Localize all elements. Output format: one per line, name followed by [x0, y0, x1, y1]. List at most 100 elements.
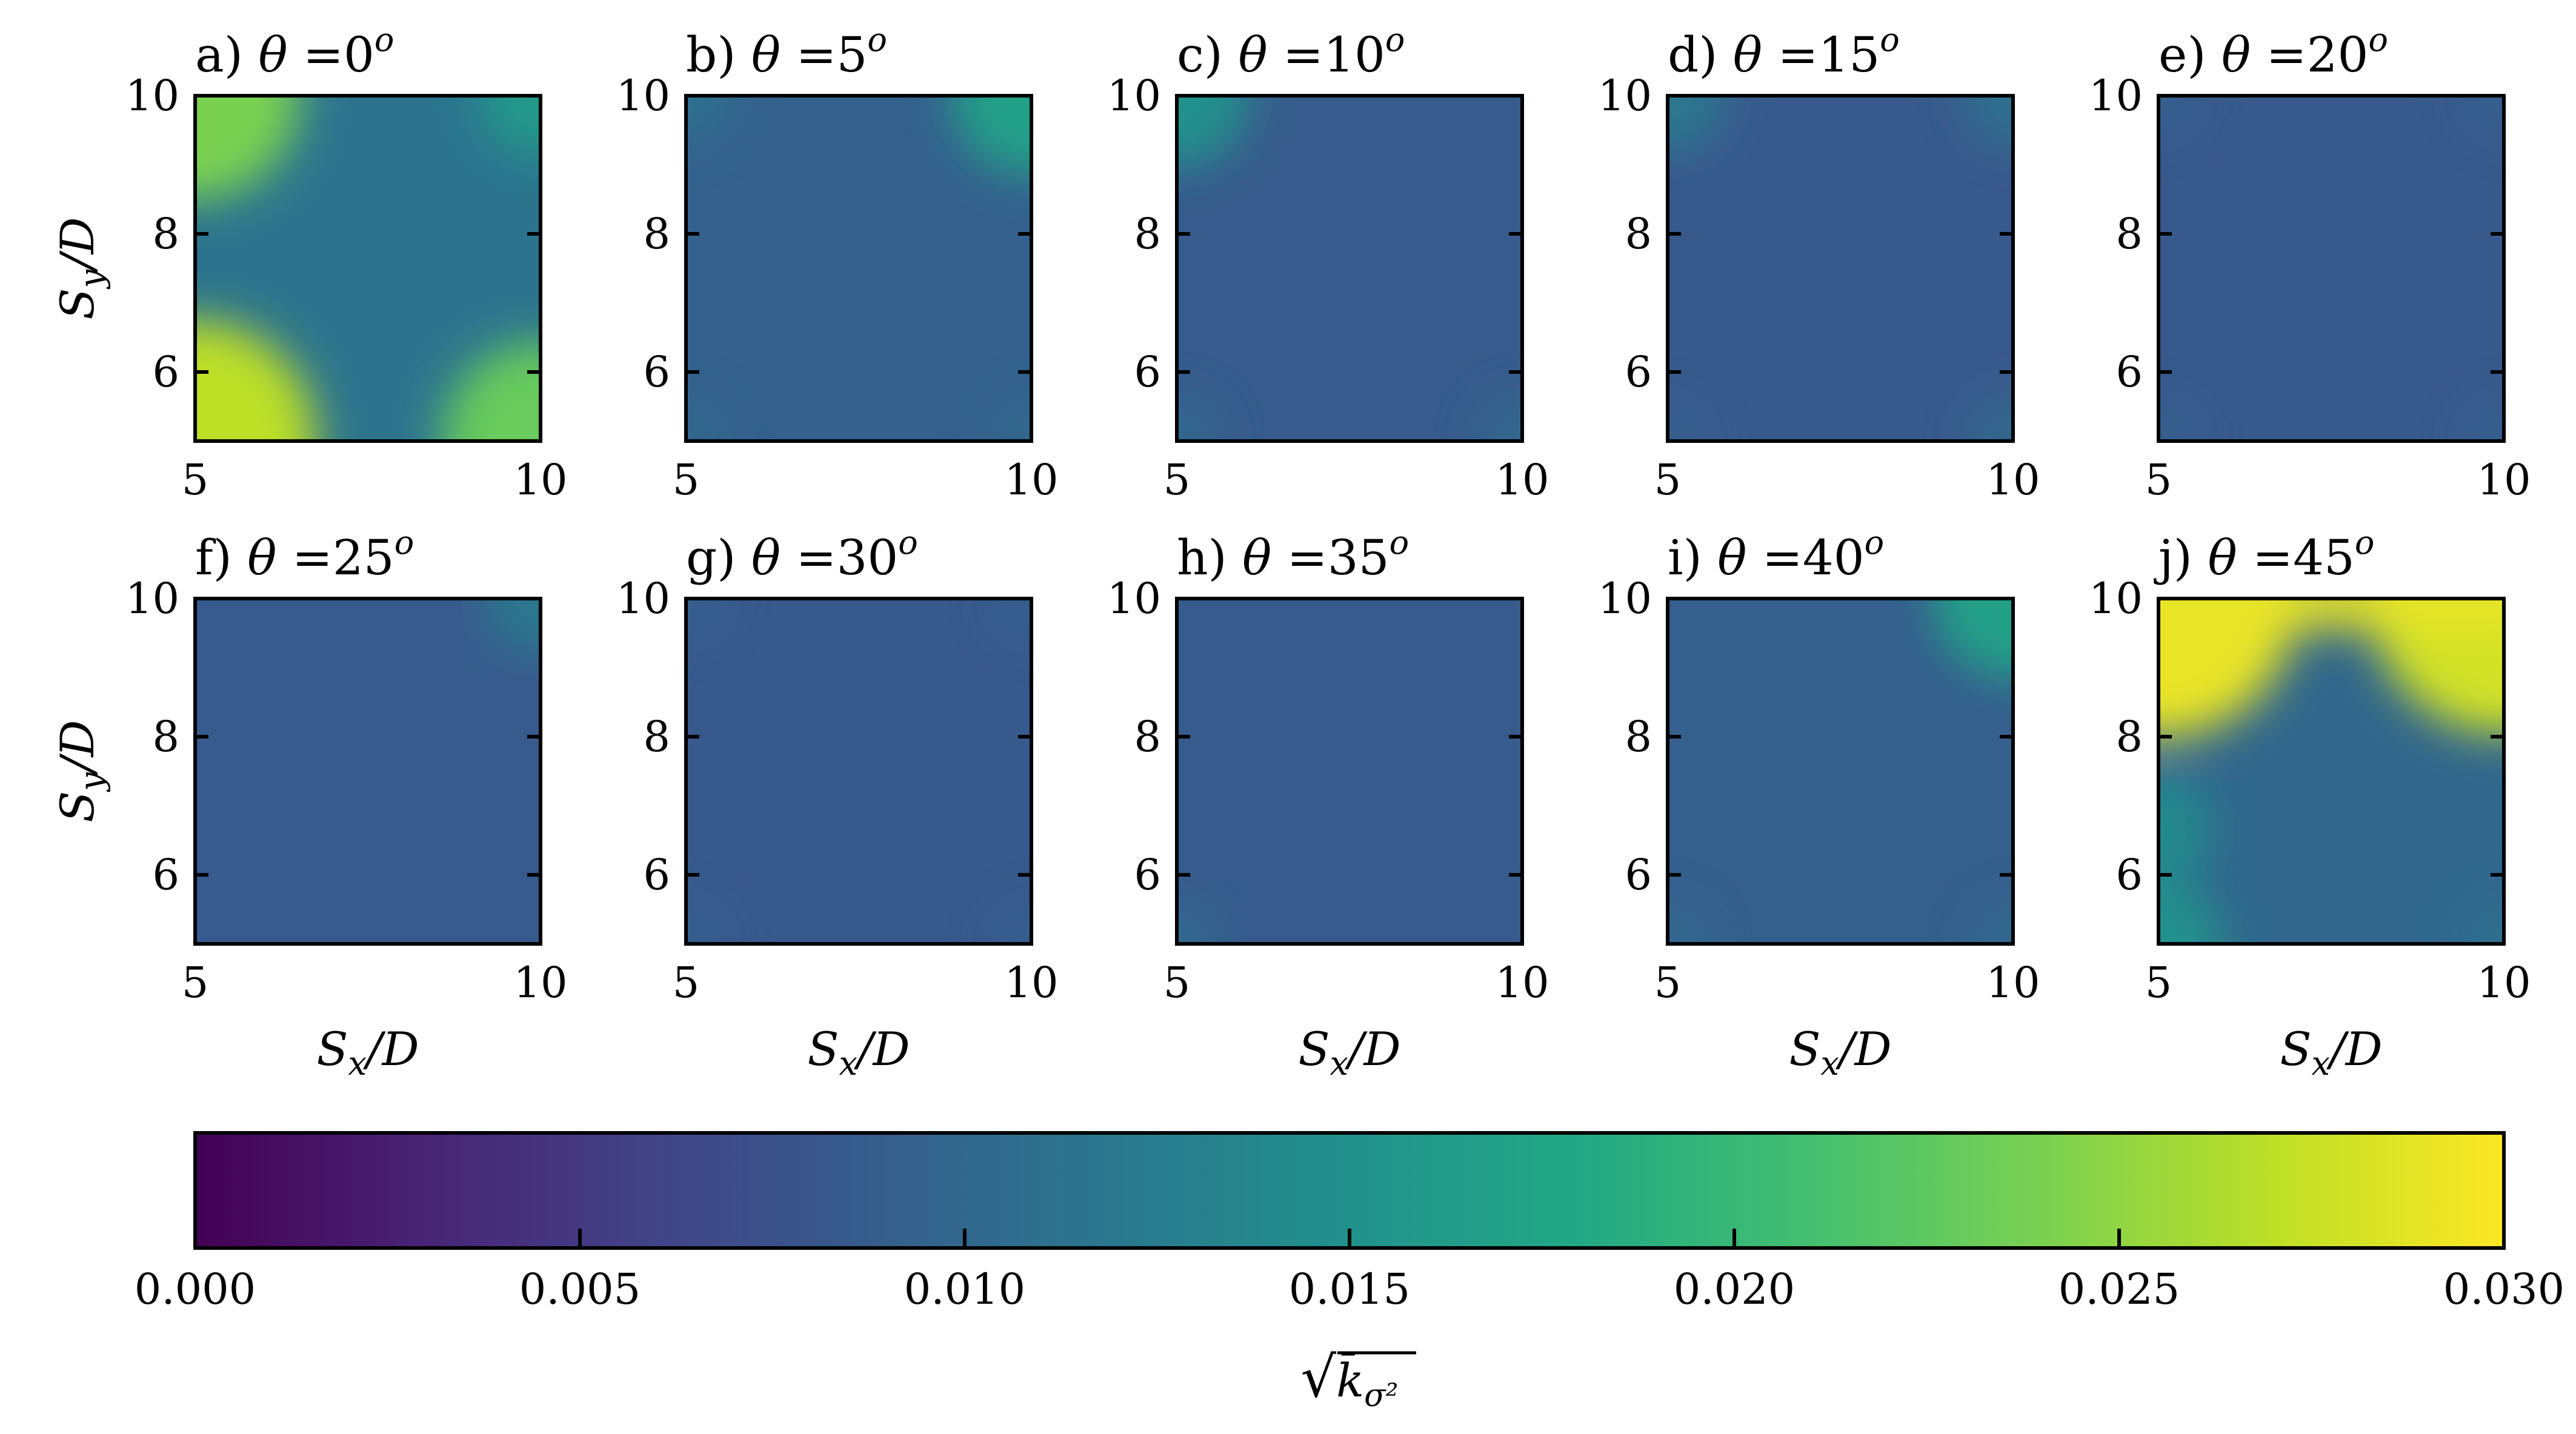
- hotspot-br: [1967, 395, 2013, 441]
- hotspot-tl: [1177, 96, 1249, 168]
- hotspot-tl: [2158, 599, 2298, 738]
- panel-title: e) θ =20o: [2158, 21, 2388, 83]
- colorbar-tick-label: 0.030: [2443, 1264, 2564, 1314]
- x-tick-label: 10: [2477, 455, 2531, 505]
- axes-frame: [684, 597, 1033, 946]
- heatmap-background: [1177, 96, 1522, 441]
- hotspot-tr: [485, 599, 541, 654]
- panel-title: f) θ =25o: [195, 523, 414, 586]
- x-tick-label: 5: [673, 958, 700, 1007]
- y-axis-label: Sy/D: [50, 720, 111, 822]
- hotspot-bl: [2158, 400, 2199, 441]
- panel-i: 5 10 6 8 10 i) θ =40o Sx/D: [1598, 523, 2040, 1083]
- heatmap-background: [2158, 96, 2504, 441]
- heatmap-field: [1668, 599, 2013, 944]
- hotspot-tl: [195, 96, 300, 201]
- axes-frame: [2157, 94, 2506, 443]
- hotspot-br: [441, 342, 541, 441]
- colorbar-tick-label: 0.015: [1289, 1264, 1410, 1314]
- heatmap-field: [195, 599, 541, 944]
- panel-g: 5 10 6 8 10 g) θ =30o Sx/D: [616, 523, 1059, 1083]
- colorbar-tick-label: 0.000: [135, 1264, 256, 1314]
- hotspot-bl: [2158, 880, 2222, 944]
- colorbar-tick-label: 0.025: [2058, 1264, 2180, 1314]
- hotspot-bl: [1668, 400, 1708, 441]
- y-tick-label: 8: [643, 712, 670, 762]
- hotspot-tr: [952, 96, 1031, 175]
- hotspot-top-band: [2158, 599, 2504, 629]
- heatmap-background: [1668, 599, 2013, 944]
- y-tick-label: 6: [643, 850, 670, 900]
- hotspot-tr: [1962, 96, 2013, 147]
- panel-h: 5 10 6 8 10 h) θ =35o Sx/D: [1107, 523, 1549, 1083]
- hotspot-bl: [1177, 396, 1222, 441]
- heatmap-field: [1177, 599, 1522, 944]
- hotspot-tr: [2463, 96, 2504, 136]
- hotspot-tl: [686, 599, 727, 639]
- x-tick-label: 5: [1163, 455, 1191, 505]
- hotspot-bl: [686, 903, 727, 944]
- panel-title: d) θ =15o: [1668, 21, 1900, 83]
- axes-frame: [193, 94, 542, 443]
- hotspot-br: [991, 903, 1031, 944]
- y-tick-label: 6: [1625, 850, 1652, 900]
- y-tick-label: 10: [616, 574, 670, 623]
- x-tick-label: 10: [513, 455, 567, 505]
- axes-frame: [1175, 597, 1524, 946]
- heatmap-background: [195, 599, 541, 944]
- heatmap-field: [686, 96, 1031, 441]
- panel-title: c) θ =10o: [1177, 21, 1405, 83]
- axes-frame: [193, 597, 542, 946]
- x-tick-label: 10: [1986, 958, 2040, 1007]
- y-tick-label: 8: [643, 209, 670, 259]
- y-tick-label: 10: [1598, 71, 1652, 121]
- panel-title: h) θ =35o: [1177, 523, 1409, 586]
- heatmap-background: [686, 96, 1031, 441]
- panel-title: a) θ =0o: [195, 21, 394, 83]
- y-tick-label: 10: [125, 574, 179, 623]
- x-tick-label: 10: [1004, 455, 1058, 505]
- x-tick-label: 10: [513, 958, 567, 1007]
- x-tick-label: 10: [1495, 455, 1549, 505]
- y-tick-label: 8: [1134, 712, 1161, 762]
- y-tick-label: 10: [2089, 574, 2143, 623]
- x-axis-label: Sx/D: [807, 1022, 910, 1083]
- heatmap-background: [686, 599, 1031, 944]
- x-tick-label: 10: [2477, 958, 2531, 1007]
- heatmap-field: [2158, 599, 2504, 944]
- y-axis-label: Sy/D: [50, 217, 111, 319]
- x-tick-label: 10: [1986, 455, 2040, 505]
- x-tick-label: 5: [673, 455, 700, 505]
- x-tick-label: 5: [182, 958, 209, 1007]
- x-tick-label: 5: [1654, 455, 1682, 505]
- heatmap-field: [2158, 96, 2504, 441]
- y-tick-label: 8: [152, 209, 179, 259]
- hotspot-br: [1971, 902, 2013, 944]
- hotspot-tr: [991, 599, 1031, 639]
- axes-frame: [1666, 597, 2015, 946]
- hotspot-tr: [479, 96, 541, 157]
- y-tick-label: 6: [1134, 347, 1161, 397]
- y-tick-label: 8: [152, 712, 179, 762]
- x-axis-label: Sx/D: [316, 1022, 419, 1083]
- panel-f: 5 10 6 8 10 f) θ =25o Sy/D Sx/D: [50, 523, 568, 1083]
- y-tick-label: 10: [1598, 574, 1652, 623]
- colorbar-tick-label: 0.010: [904, 1264, 1025, 1314]
- y-tick-label: 10: [125, 71, 179, 121]
- x-tick-label: 10: [1495, 958, 1549, 1007]
- x-tick-label: 10: [1004, 958, 1058, 1007]
- heatmap-background: [1668, 96, 2013, 441]
- x-tick-label: 5: [1163, 958, 1191, 1007]
- y-tick-label: 6: [2115, 347, 2143, 397]
- panel-title: b) θ =5o: [686, 21, 887, 83]
- panel-d: 5 10 6 8 10 d) θ =15o: [1598, 21, 2040, 505]
- panel-b: 5 10 6 8 10 b) θ =5o: [616, 21, 1059, 505]
- y-tick-label: 8: [2115, 209, 2143, 259]
- axes-frame: [1666, 94, 2015, 443]
- hotspot-br: [2462, 902, 2504, 944]
- y-tick-label: 10: [1107, 574, 1161, 623]
- axes-frame: [1175, 94, 1524, 443]
- y-tick-label: 6: [152, 347, 179, 397]
